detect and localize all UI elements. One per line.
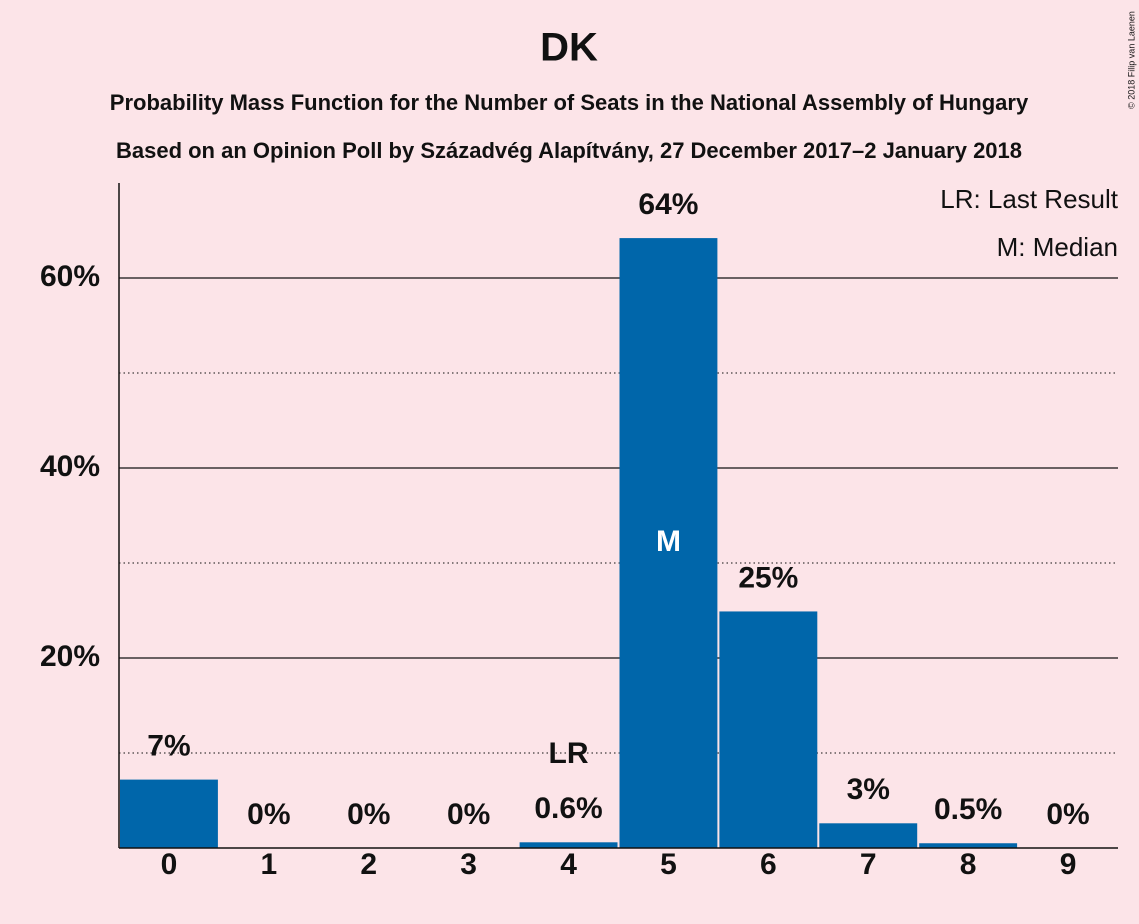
value-label: 0.6%	[534, 792, 602, 825]
copyright: © 2018 Filip van Laenen	[1126, 11, 1136, 109]
bar	[519, 842, 618, 848]
x-tick-label: 6	[760, 848, 777, 881]
value-label: 0.5%	[934, 793, 1002, 826]
x-tick-label: 8	[960, 848, 977, 881]
chart-subtitle: Probability Mass Function for the Number…	[110, 90, 1029, 115]
annotation: LR	[549, 737, 589, 770]
bar	[719, 611, 818, 848]
value-label: 0%	[347, 798, 390, 831]
legend-entry: LR: Last Result	[940, 184, 1119, 214]
bar	[619, 238, 718, 849]
annotation: M	[656, 525, 681, 558]
value-label: 7%	[147, 730, 190, 763]
value-label: 3%	[847, 773, 890, 806]
x-tick-label: 3	[460, 848, 477, 881]
x-tick-label: 7	[860, 848, 877, 881]
bar	[919, 843, 1018, 848]
x-tick-label: 4	[560, 848, 577, 881]
x-tick-label: 5	[660, 848, 677, 881]
bar	[819, 823, 918, 848]
bar	[119, 779, 218, 848]
y-tick-label: 60%	[40, 260, 100, 293]
value-label: 25%	[738, 561, 798, 594]
x-tick-label: 1	[261, 848, 278, 881]
x-tick-label: 0	[161, 848, 178, 881]
x-tick-label: 2	[360, 848, 377, 881]
value-label: 0%	[447, 798, 490, 831]
y-tick-label: 20%	[40, 640, 100, 673]
chart-subtitle: Based on an Opinion Poll by Századvég Al…	[116, 138, 1022, 163]
legend-entry: M: Median	[997, 232, 1118, 262]
value-label: 64%	[638, 188, 698, 221]
value-label: 0%	[1046, 798, 1089, 831]
y-tick-label: 40%	[40, 450, 100, 483]
x-tick-label: 9	[1060, 848, 1077, 881]
value-label: 0%	[247, 798, 290, 831]
chart-title: DK	[540, 26, 598, 70]
